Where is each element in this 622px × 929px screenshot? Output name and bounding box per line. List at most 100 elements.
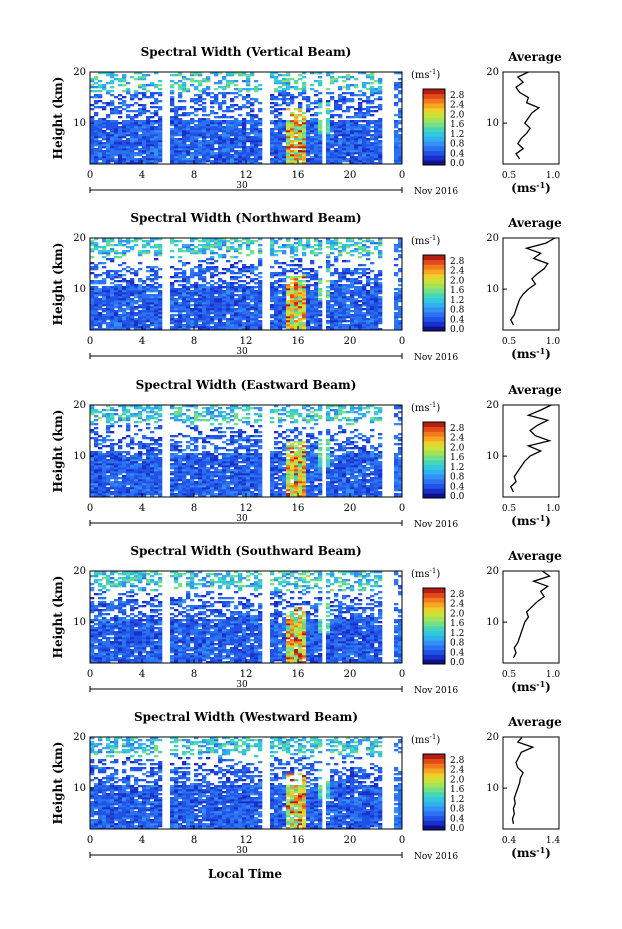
heatmap-cell <box>370 158 375 161</box>
heatmap-cell <box>274 312 279 315</box>
heatmap-cell <box>142 246 147 249</box>
heatmap-cell <box>274 82 279 85</box>
heatmap-cell <box>122 320 127 323</box>
heatmap-cell <box>346 138 351 141</box>
heatmap-cell <box>398 250 403 253</box>
heatmap-cell <box>238 288 243 291</box>
heatmap-cell <box>234 96 239 99</box>
heatmap-cell <box>318 158 323 161</box>
heatmap-cell <box>150 302 155 305</box>
heatmap-cell <box>370 150 375 153</box>
heatmap-cell <box>110 148 115 151</box>
heatmap-cell <box>154 162 159 165</box>
heatmap-cell <box>314 306 319 309</box>
heatmap-cell <box>242 294 247 297</box>
heatmap-cell <box>310 150 315 153</box>
heatmap-cell <box>218 314 223 317</box>
heatmap-cell <box>342 306 347 309</box>
heatmap-cell <box>110 463 115 466</box>
heatmap-cell <box>118 439 123 442</box>
heatmap-cell <box>94 90 99 93</box>
heatmap-cell <box>146 449 151 452</box>
heatmap-cell <box>126 457 131 460</box>
heatmap-cell <box>170 320 175 323</box>
heatmap-cell <box>346 134 351 137</box>
heatmap-cell <box>334 124 339 127</box>
heatmap-cell <box>218 254 223 257</box>
heatmap-cell <box>114 136 119 139</box>
heatmap-cell <box>94 467 99 470</box>
heatmap-cell <box>114 298 119 301</box>
heatmap-cell <box>254 274 259 277</box>
heatmap-cell <box>150 142 155 145</box>
colorbar-swatch <box>423 278 445 284</box>
heatmap-cell <box>278 302 283 305</box>
heatmap-cell <box>170 298 175 301</box>
heatmap-cell <box>146 445 151 448</box>
heatmap-cell <box>394 114 399 117</box>
heatmap-cell <box>346 268 351 271</box>
heatmap-cell <box>218 312 223 315</box>
heatmap-cell <box>150 84 155 87</box>
heatmap-cell <box>226 144 231 147</box>
heatmap-cell <box>114 302 119 305</box>
heatmap-cell <box>134 140 139 143</box>
heatmap-cell <box>342 314 347 317</box>
heatmap-cell <box>186 314 191 317</box>
heatmap-cell <box>154 320 159 323</box>
heatmap-cell <box>286 328 291 331</box>
heatmap-cell <box>378 92 383 95</box>
heatmap-cell <box>98 72 103 75</box>
heatmap-cell <box>310 328 315 331</box>
heatmap-cell <box>330 320 335 323</box>
heatmap-cell <box>230 322 235 325</box>
heatmap-cell <box>150 316 155 319</box>
heatmap-cell <box>122 78 127 81</box>
heatmap-cell <box>366 320 371 323</box>
heatmap-cell <box>346 140 351 143</box>
heatmap-cell <box>342 288 347 291</box>
heatmap-cell <box>302 298 307 301</box>
heatmap-cell <box>226 310 231 313</box>
colorbar-swatch <box>423 141 445 147</box>
heatmap-cell <box>202 270 207 273</box>
heatmap-cell <box>206 88 211 91</box>
heatmap-cell <box>338 144 343 147</box>
heatmap-cell <box>238 138 243 141</box>
heatmap-cell <box>350 280 355 283</box>
heatmap-cell <box>310 304 315 307</box>
heatmap-cell <box>290 250 295 253</box>
heatmap-cell <box>254 282 259 285</box>
heatmap-cell <box>290 126 295 129</box>
heatmap-cell <box>214 240 219 243</box>
heatmap-cell <box>398 154 403 157</box>
heatmap-cell <box>122 300 127 303</box>
panels-group: Spectral Width (Vertical Beam)Height (km… <box>51 45 562 862</box>
heatmap-cell <box>194 74 199 77</box>
heatmap-cell <box>338 280 343 283</box>
heatmap-cell <box>254 150 259 153</box>
heatmap-cell <box>250 108 255 111</box>
heatmap-cell <box>122 262 127 265</box>
heatmap-cell <box>334 286 339 289</box>
heatmap-cell <box>358 314 363 317</box>
heatmap-cell <box>206 282 211 285</box>
heatmap-cell <box>134 425 139 428</box>
heatmap-cell <box>378 238 383 241</box>
heatmap-cell <box>346 132 351 135</box>
heatmap-cell <box>350 298 355 301</box>
heatmap-cell <box>94 160 99 163</box>
heatmap-cell <box>250 300 255 303</box>
heatmap-cell <box>138 290 143 293</box>
heatmap-cell <box>342 100 347 103</box>
heatmap-cell <box>154 294 159 297</box>
heatmap-cell <box>290 282 295 285</box>
heatmap-cell <box>90 296 95 299</box>
heatmap-cell <box>246 132 251 135</box>
heatmap-cell <box>374 328 379 331</box>
heatmap-cell <box>158 144 163 147</box>
heatmap-cell <box>370 162 375 165</box>
heatmap-cell <box>198 108 203 111</box>
heatmap-cell <box>138 114 143 117</box>
heatmap-cell <box>126 489 131 492</box>
